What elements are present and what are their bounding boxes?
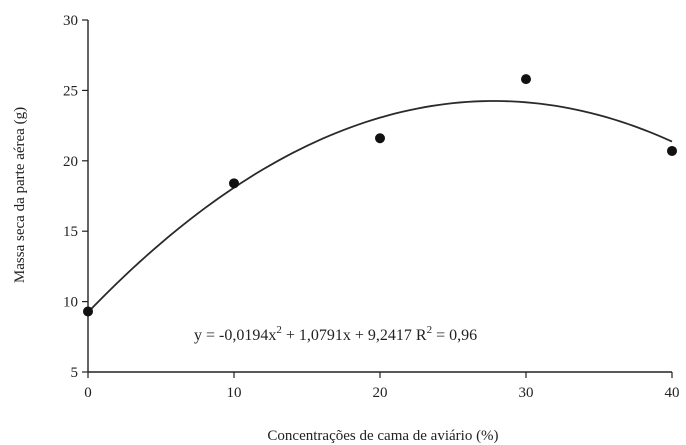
x-tick-label: 0 (84, 385, 92, 401)
y-tick-label: 5 (71, 365, 79, 381)
r-squared-exponent: 2 (427, 324, 433, 336)
equation-left: y = -0,0194x (194, 327, 276, 344)
y-tick-label: 15 (63, 224, 78, 240)
y-axis-ticks: 5 10 15 20 25 30 (63, 13, 88, 381)
data-point (83, 306, 93, 317)
data-point (667, 145, 677, 156)
x-tick-label: 20 (373, 385, 388, 401)
y-axis-label: Massa seca da parte aérea (g) (12, 107, 28, 283)
y-tick-label: 25 (63, 83, 78, 99)
y-tick-label: 30 (63, 13, 78, 29)
axes (87, 20, 672, 373)
equation-label: y = -0,0194x2 + 1,0791x + 9,2417 R2 = 0,… (194, 324, 477, 344)
x-tick-label: 30 (519, 385, 534, 401)
x-axis-label: Concentrações de cama de aviário (%) (267, 428, 498, 444)
y-tick-label: 20 (63, 154, 78, 170)
r-squared-value: = 0,96 (432, 327, 477, 344)
x-axis-ticks: 0 10 20 30 40 (84, 372, 680, 401)
data-points (83, 74, 677, 317)
y-tick-label: 10 (63, 295, 78, 311)
fit-curve (87, 100, 673, 313)
equation-right: + 1,0791x + 9,2417 R (282, 327, 427, 344)
x-tick-label: 10 (227, 385, 242, 401)
data-point (375, 133, 385, 144)
x-tick-label: 40 (665, 385, 680, 401)
data-point (521, 74, 531, 85)
data-point (229, 178, 239, 189)
equation-exponent: 2 (276, 324, 282, 336)
